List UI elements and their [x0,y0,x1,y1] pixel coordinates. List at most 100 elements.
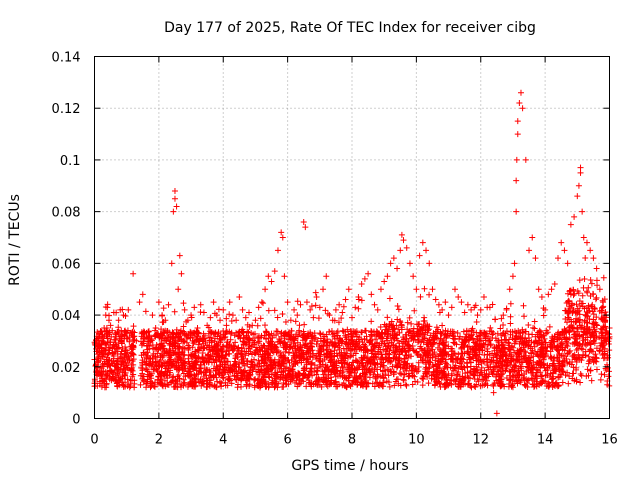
data-point [507,320,514,327]
data-point [326,328,333,335]
data-point [569,301,576,308]
data-point [492,316,499,323]
data-point [353,338,360,345]
x-tick-label: 14 [537,433,554,448]
data-point [551,281,558,288]
data-point [159,312,166,319]
data-point [421,285,428,292]
x-tick-label: 6 [283,433,291,448]
y-tick-label: 0.02 [52,361,81,376]
data-point [369,380,376,387]
data-point [590,255,597,262]
data-point [171,195,178,202]
data-point [271,384,278,391]
data-point [296,322,303,329]
data-point [509,273,516,280]
data-point [243,381,250,388]
data-point [522,328,529,335]
data-point [391,382,398,389]
data-point [588,347,595,354]
data-point [220,306,227,313]
data-point [564,298,571,305]
x-tick-label: 16 [601,433,618,448]
data-point [573,364,580,371]
data-point [439,328,446,335]
data-point [566,373,573,380]
data-point [286,372,293,379]
data-point [475,378,482,385]
data-point [605,341,612,348]
data-point [295,381,302,388]
y-tick-label: 0.08 [52,206,81,221]
y-tick-label: 0.04 [52,309,81,324]
data-point [494,357,501,364]
data-point [513,177,520,184]
data-point [579,208,586,215]
data-point [347,383,354,390]
data-point [187,368,194,375]
data-point [568,302,575,309]
data-point [176,252,183,259]
data-point [546,323,553,330]
data-point [241,348,248,355]
data-point [239,306,246,313]
x-tick-label: 2 [155,433,163,448]
data-point [458,355,465,362]
data-point [387,260,394,267]
data-point [165,301,172,308]
y-tick-label: 0.12 [52,102,81,117]
data-point [514,131,521,138]
data-point [429,286,436,293]
data-point [178,270,185,277]
data-point [586,357,593,364]
data-point [312,302,319,309]
data-point [168,260,175,267]
data-point [228,318,235,325]
data-point [487,342,494,349]
data-point [323,273,330,280]
data-point [563,335,570,342]
data-point [250,337,257,344]
data-point [339,309,346,316]
data-point [337,357,344,364]
data-point [105,317,112,324]
data-point [400,376,407,383]
data-point [584,366,591,373]
data-point [130,270,137,277]
data-point [564,319,571,326]
data-point [356,345,363,352]
data-point [361,275,368,282]
data-point [555,255,561,262]
data-point [251,376,258,383]
data-point [252,376,259,383]
data-point [246,323,253,330]
data-point [206,355,213,362]
data-point [468,384,475,391]
data-point [359,357,366,364]
data-point [184,335,191,342]
data-point [601,345,608,352]
data-point [226,299,233,306]
data-point [358,281,365,288]
data-point [130,323,137,330]
data-point [513,156,520,163]
data-point [575,182,582,189]
data-point [531,318,538,325]
data-point [486,352,493,359]
data-point [104,371,111,378]
data-point [377,286,384,293]
data-point [349,359,356,366]
x-tick-label: 4 [219,433,227,448]
data-point [394,265,401,272]
data-point [514,118,521,125]
data-point [477,306,484,313]
data-point [579,292,586,299]
data-point [129,373,136,380]
data-point [271,307,278,314]
data-point [545,291,552,298]
data-point [339,327,346,334]
data-point [522,382,529,389]
data-point [425,380,432,387]
data-point [414,321,421,328]
data-point [200,309,207,316]
